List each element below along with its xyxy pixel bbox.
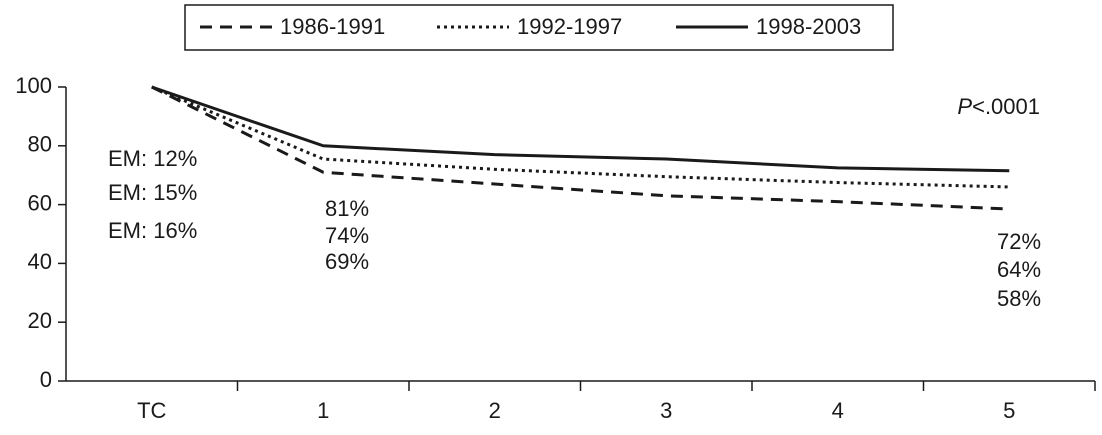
- annotation: 69%: [325, 249, 369, 274]
- p-symbol: P: [957, 94, 972, 119]
- x-tick-label: 1: [317, 398, 329, 423]
- x-tick-label: 4: [832, 398, 844, 423]
- annotation: EM: 12%: [108, 146, 197, 171]
- legend-label: 1986-1991: [280, 14, 385, 39]
- legend-label: 1998-2003: [756, 14, 861, 39]
- legend-box: [184, 4, 894, 51]
- y-tick-label: 80: [28, 132, 52, 157]
- p-text: <.0001: [972, 94, 1040, 119]
- y-tick-label: 40: [28, 249, 52, 274]
- p-value: P<.0001: [957, 94, 1040, 119]
- annotation: 74%: [325, 223, 369, 248]
- legend-label: 1992-1997: [517, 14, 622, 39]
- x-tick-label: 3: [660, 398, 672, 423]
- y-tick-label: 100: [15, 73, 52, 98]
- y-tick-label: 60: [28, 190, 52, 215]
- annotation: 64%: [997, 257, 1041, 282]
- annotation: EM: 16%: [108, 218, 197, 243]
- series-line: [151, 85, 1010, 211]
- series-line: [151, 85, 1010, 189]
- annotation: 81%: [325, 196, 369, 221]
- series-line: [151, 85, 1010, 173]
- y-tick-label: 0: [40, 367, 52, 392]
- x-tick-label: 5: [1003, 398, 1015, 423]
- annotation: EM: 15%: [108, 180, 197, 205]
- x-tick-label: TC: [137, 398, 166, 423]
- annotation: 58%: [997, 286, 1041, 311]
- x-tick-label: 2: [489, 398, 501, 423]
- y-tick-label: 20: [28, 308, 52, 333]
- annotation: 72%: [997, 229, 1041, 254]
